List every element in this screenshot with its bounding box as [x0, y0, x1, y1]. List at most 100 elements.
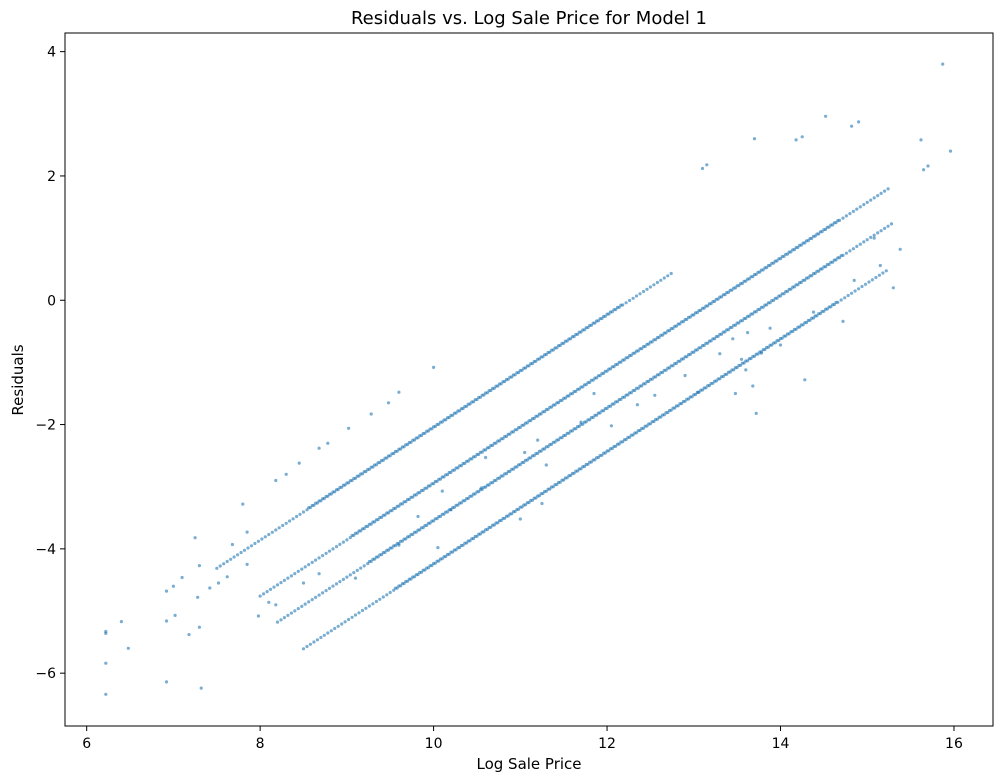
data-point	[499, 382, 503, 386]
data-point	[300, 567, 304, 571]
data-point	[260, 537, 264, 541]
data-point	[857, 287, 861, 291]
data-point	[539, 412, 543, 416]
data-point	[739, 363, 743, 367]
data-point	[824, 114, 828, 118]
data-point	[484, 448, 488, 452]
data-point	[634, 294, 639, 298]
data-point	[258, 594, 262, 598]
data-point	[428, 484, 432, 488]
data-point	[239, 550, 243, 555]
data-point	[643, 344, 647, 348]
data-point	[754, 272, 758, 276]
data-point	[731, 337, 735, 341]
data-point	[648, 422, 653, 426]
data-point	[595, 413, 599, 417]
data-point	[286, 576, 290, 580]
data-point	[279, 581, 283, 585]
data-point	[463, 461, 467, 465]
data-point	[629, 391, 633, 395]
data-point	[699, 308, 703, 312]
data-point	[523, 503, 528, 507]
data-point	[369, 412, 373, 416]
data-point	[775, 296, 779, 300]
data-point	[296, 607, 300, 611]
data-point	[794, 138, 798, 142]
data-point	[608, 367, 613, 371]
data-point	[683, 373, 687, 378]
data-point	[360, 608, 365, 613]
data-point	[249, 544, 254, 548]
data-point	[347, 426, 351, 430]
data-point	[180, 575, 184, 580]
data-point	[173, 613, 177, 618]
data-point	[876, 194, 880, 198]
y-tick-label: 0	[47, 293, 56, 309]
data-point	[374, 599, 378, 604]
data-point	[245, 530, 249, 534]
data-point	[744, 368, 748, 372]
data-point	[288, 519, 292, 523]
data-point	[301, 510, 306, 514]
data-point	[317, 593, 321, 597]
data-point	[353, 576, 358, 580]
data-point	[404, 500, 408, 504]
data-point	[494, 441, 498, 445]
data-point	[388, 454, 392, 458]
data-point	[397, 543, 401, 547]
data-point	[841, 253, 845, 257]
data-point	[275, 583, 280, 587]
data-point	[948, 149, 953, 153]
data-point	[589, 323, 594, 327]
data-point	[331, 584, 335, 588]
data-point	[291, 517, 295, 521]
data-point	[232, 555, 236, 559]
data-point	[345, 575, 349, 579]
data-point	[241, 502, 245, 506]
data-point	[595, 376, 599, 380]
data-point	[215, 566, 219, 570]
data-point	[327, 549, 332, 553]
data-point	[523, 450, 527, 455]
data-point	[820, 267, 824, 271]
data-point	[778, 343, 783, 347]
data-point	[862, 240, 866, 244]
data-point	[544, 489, 548, 493]
x-tick-label: 10	[425, 736, 443, 752]
data-point	[829, 305, 833, 309]
y-tick-label: −6	[35, 666, 56, 682]
data-point	[373, 520, 377, 524]
y-axis-label: Residuals	[9, 344, 27, 415]
data-point	[614, 444, 618, 448]
data-point	[416, 514, 420, 519]
data-point	[648, 285, 653, 289]
data-point	[640, 384, 644, 388]
data-point	[775, 259, 779, 263]
data-point	[621, 303, 625, 307]
data-point	[876, 231, 880, 235]
data-point	[289, 611, 293, 615]
data-point	[270, 530, 274, 534]
data-point	[397, 390, 401, 394]
data-point	[865, 238, 869, 242]
data-point	[746, 331, 750, 335]
data-point	[317, 572, 321, 576]
y-axis: −6 −4 −2 0 2 4	[35, 45, 65, 682]
data-point	[810, 236, 814, 240]
data-point	[730, 325, 734, 329]
data-point	[844, 214, 849, 218]
data-point	[331, 547, 335, 551]
data-point	[858, 242, 862, 246]
data-point	[811, 310, 816, 314]
data-point	[662, 276, 666, 280]
data-point	[468, 539, 472, 543]
data-point	[310, 560, 314, 565]
x-tick-label: 14	[772, 736, 790, 752]
data-point	[104, 661, 108, 665]
data-point	[338, 542, 342, 547]
data-point	[385, 593, 389, 597]
data-point	[312, 640, 316, 644]
data-point	[314, 595, 318, 600]
data-point	[246, 546, 250, 550]
data-point	[236, 553, 240, 557]
